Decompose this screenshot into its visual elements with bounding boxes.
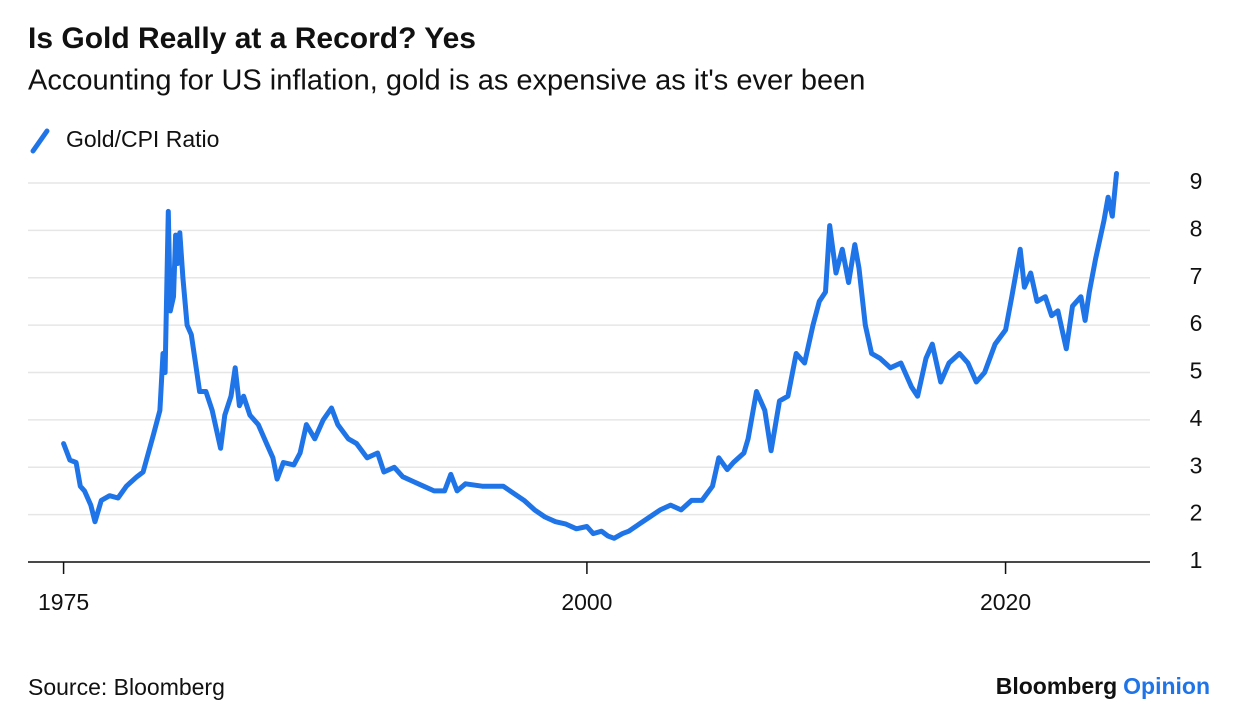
x-tick-label: 2000 — [561, 589, 612, 615]
chart-subtitle: Accounting for US inflation, gold is as … — [28, 65, 865, 97]
brand-product: Opinion — [1123, 673, 1210, 699]
y-tick-label: 4 — [1190, 405, 1203, 431]
y-tick-label: 3 — [1190, 452, 1203, 478]
brand-logo: Bloomberg Opinion — [996, 673, 1210, 699]
y-tick-label: 1 — [1190, 547, 1203, 573]
chart-title: Is Gold Really at a Record? Yes — [28, 22, 476, 55]
y-tick-label: 7 — [1190, 263, 1203, 289]
brand: Bloomberg — [996, 673, 1117, 699]
y-tick-label: 6 — [1190, 310, 1203, 336]
legend-swatch — [30, 128, 50, 154]
y-tick-label: 9 — [1190, 168, 1203, 194]
source: Source: Bloomberg — [28, 674, 225, 700]
x-tick-label: 2020 — [980, 589, 1031, 615]
y-tick-label: 5 — [1190, 358, 1203, 384]
x-tick-label: 1975 — [38, 589, 89, 615]
legend-label: Gold/CPI Ratio — [66, 126, 219, 152]
y-tick-label: 2 — [1190, 500, 1203, 526]
y-tick-label: 8 — [1190, 215, 1203, 241]
series-line — [61, 171, 1119, 541]
